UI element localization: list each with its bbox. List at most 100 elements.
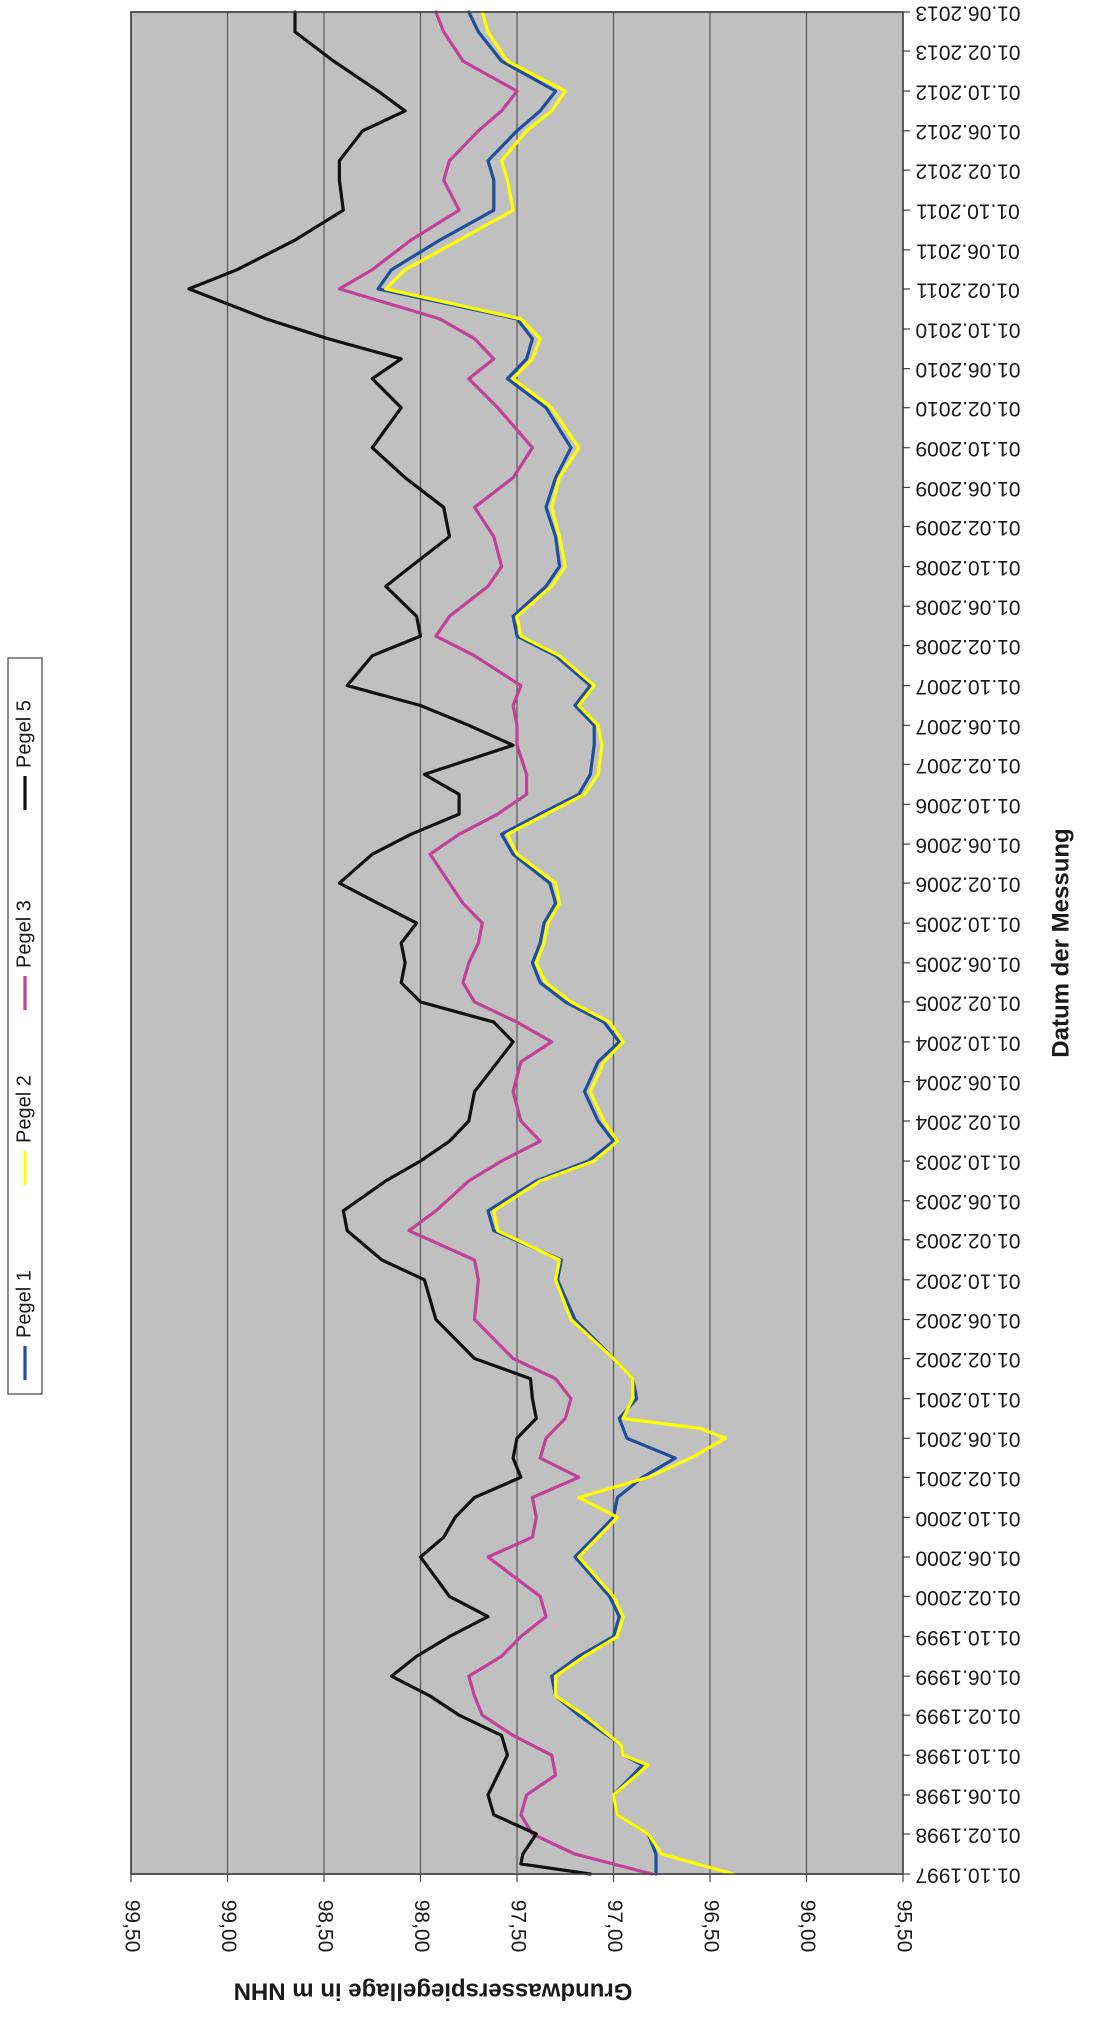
date-tick-label: 01.02.1998 [915,1823,1020,1846]
series-line-pegel-3 [337,10,654,1876]
value-tick-label-group: 99,00 [217,1900,240,1953]
date-tick-label-group: 01.02.2011 [916,278,1020,301]
value-tick-label: 96,00 [796,1900,819,1953]
date-tick-label: 01.10.2007 [915,675,1020,698]
date-tick-label-group: 01.02.2012 [915,160,1020,183]
value-tick-label-group: 96,00 [796,1900,819,1953]
date-tick-label: 01.02.2010 [915,397,1020,420]
date-tick-label: 01.02.2009 [915,516,1020,539]
value-tick-label-group: 99,50 [120,1900,143,1953]
date-tick-label-group: 01.10.2001 [915,1388,1020,1411]
date-tick-label: 01.02.2005 [915,991,1020,1014]
date-tick-label: 01.02.2007 [915,754,1020,777]
date-tick-label: 01.02.1999 [915,1705,1020,1728]
series-line-pegel-2 [384,10,735,1876]
value-tick-label-group: 97,50 [506,1900,529,1953]
value-tick-label: 99,50 [120,1900,143,1953]
axis-frame [130,11,910,1882]
date-tick-label: 01.02.2006 [915,873,1020,896]
legend: Pegel 1 Pegel 2 Pegel 3 Pegel 5 [7,657,43,1395]
date-tick-label-group: 01.02.2006 [915,873,1020,896]
date-tick-label-group: 01.06.2009 [915,477,1020,500]
date-tick-label-group: 01.06.2003 [915,1190,1020,1213]
value-tick-label-group: 98,50 [313,1900,336,1953]
value-tick-label: 98,50 [313,1900,336,1953]
date-tick-label-group: 01.02.2005 [915,991,1020,1014]
date-tick-label-group: 01.10.2007 [915,675,1020,698]
date-tick-label: 01.10.2010 [915,318,1020,341]
date-tick-label-group: 01.10.1997 [915,1863,1020,1886]
value-tick-label: 99,00 [217,1900,240,1953]
date-tick-label: 01.10.2012 [915,81,1020,104]
date-tick-label-group: 01.06.2004 [915,1071,1020,1094]
date-tick-label: 01.02.2008 [915,635,1020,658]
date-tick-label: 01.02.2011 [916,278,1020,301]
date-tick-label-group: 01.06.2005 [915,952,1020,975]
date-tick-label: 01.10.2009 [915,437,1020,460]
date-tick-label-group: 01.02.1998 [915,1823,1020,1846]
date-tick-label-group: 01.10.2002 [915,1269,1020,1292]
date-tick-label: 01.10.2001 [915,1388,1020,1411]
series-lines [187,10,735,1876]
date-tick-label-group: 01.02.2004 [915,1110,1020,1133]
date-tick-label: 01.10.2008 [915,556,1020,579]
date-tick-label: 01.06.2000 [915,1547,1020,1570]
date-tick-label: 01.10.2003 [915,1150,1020,1173]
date-tick-label-group: 01.06.2007 [915,715,1020,738]
date-tick-label-group: 01.02.2010 [915,397,1020,420]
value-tick-label: 96,50 [699,1900,722,1953]
date-tick-label-group: 01.06.2013 [915,1,1020,24]
date-tick-labels: 01.10.1997 01.02.1998 01.06.1998 01.10.1998… [915,1,1020,1886]
date-tick-label: 01.10.1999 [915,1626,1020,1649]
date-tick-label-group: 01.10.2011 [916,200,1020,223]
date-tick-label: 01.10.2006 [915,794,1020,817]
legend-label-group: Pegel 3 [13,900,35,968]
value-tick-label: 97,50 [506,1900,529,1953]
date-tick-label: 01.10.2000 [915,1507,1020,1530]
legend-label: Pegel 2 [13,1075,35,1143]
x-axis-title: Datum der Messung [1047,828,1074,1057]
date-tick-label-group: 01.10.2000 [915,1507,1020,1530]
date-tick-label-group: 01.10.2010 [915,318,1020,341]
date-tick-label: 01.06.2006 [915,834,1020,857]
date-tick-label: 01.02.2004 [915,1110,1020,1133]
date-tick-label-group: 01.06.2012 [915,120,1020,143]
date-tick-label-group: 01.10.2008 [915,556,1020,579]
gridlines [226,12,808,1874]
date-tick-label-group: 01.06.2002 [915,1309,1020,1332]
y-axis-title-group: Grundwasserspiegellage in m NHN [234,1978,633,2005]
date-tick-label-group: 01.02.2001 [915,1467,1020,1490]
series-line-pegel-1 [376,10,677,1876]
legend-label-group: Pegel 2 [13,1075,35,1143]
date-tick-label-group: 01.02.1999 [915,1705,1020,1728]
date-tick-label: 01.06.2007 [915,715,1020,738]
date-tick-label: 01.02.2012 [915,160,1020,183]
value-tick-label-group: 95,50 [892,1900,915,1953]
date-tick-label: 01.02.2003 [915,1229,1020,1252]
date-tick-label: 01.06.2010 [915,358,1020,381]
value-tick-label: 97,00 [603,1900,626,1953]
value-tick-label-group: 98,00 [410,1900,433,1953]
date-tick-label: 01.06.2013 [915,1,1020,24]
series-line-pegel-5 [187,10,592,1876]
date-tick-label-group: 01.02.2007 [915,754,1020,777]
date-tick-label-group: 01.06.2010 [915,358,1020,381]
date-tick-label: 01.06.2002 [915,1309,1020,1332]
date-tick-label: 01.06.2005 [915,952,1020,975]
legend-label-group: Pegel 1 [13,1270,35,1338]
date-tick-label-group: 01.02.2008 [915,635,1020,658]
date-tick-label: 01.06.2009 [915,477,1020,500]
date-tick-label-group: 01.06.2000 [915,1547,1020,1570]
date-tick-label-group: 01.02.2009 [915,516,1020,539]
date-tick-label-group: 01.10.2005 [915,913,1020,936]
date-tick-label-group: 01.10.2003 [915,1150,1020,1173]
date-tick-label: 01.06.2001 [915,1428,1020,1451]
date-tick-label-group: 01.10.2012 [915,81,1020,104]
date-tick-label-group: 01.10.2006 [915,794,1020,817]
value-tick-label: 95,50 [892,1900,915,1953]
date-tick-label: 01.02.2013 [915,41,1020,64]
date-tick-label: 01.06.1999 [915,1666,1020,1689]
date-tick-label-group: 01.10.2004 [915,1031,1020,1054]
date-tick-label-group: 01.06.2006 [915,834,1020,857]
